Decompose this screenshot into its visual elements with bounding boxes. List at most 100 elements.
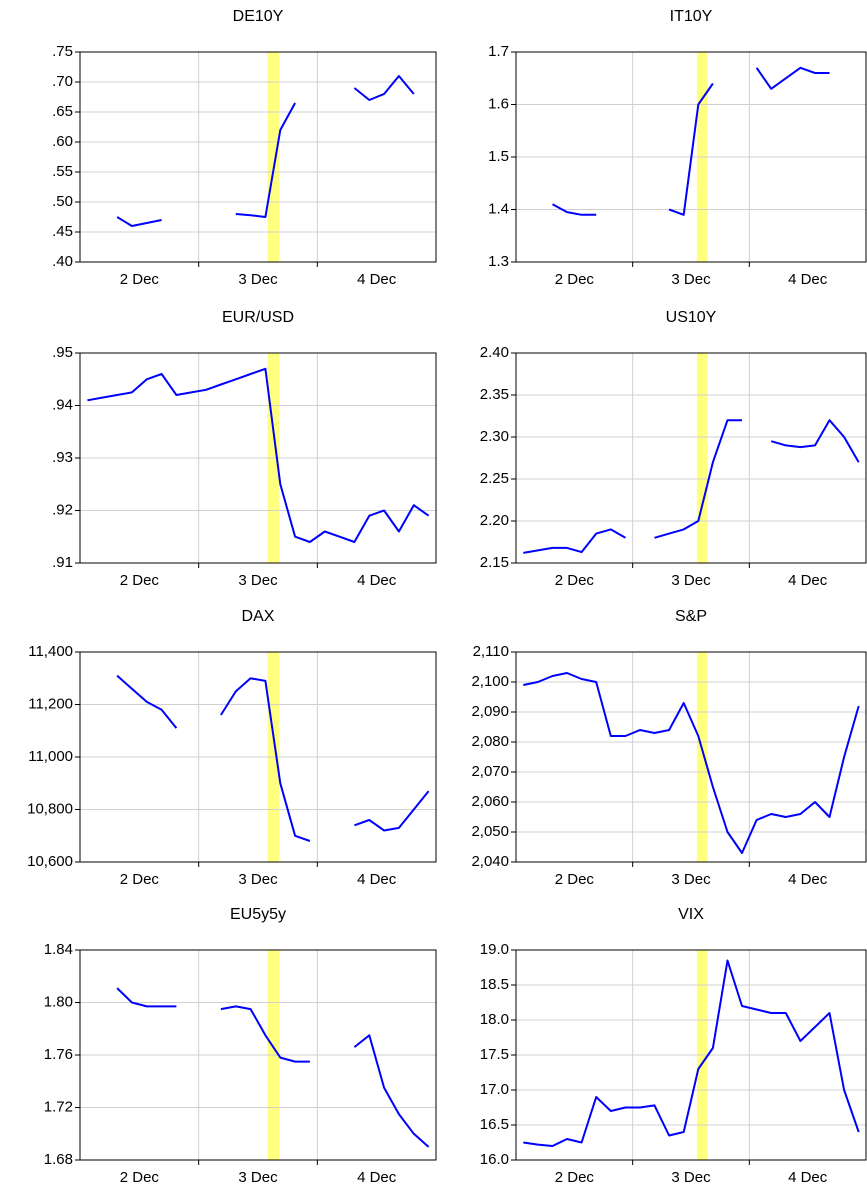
plot-frame [79,949,437,1161]
series-line [116,987,430,1148]
y-tick-label: 2.15 [480,554,509,571]
series-line [552,66,830,216]
y-tick-label: 2.40 [480,344,509,361]
y-tick-label: 1.7 [488,43,509,60]
series-line [87,367,430,543]
plot-frame [515,651,867,863]
x-tick-label: 2 Dec [120,271,160,288]
series-line [116,674,430,842]
y-tick-label: 1.4 [488,200,509,217]
y-tick-label: 2,060 [471,793,509,810]
y-tick-label: 2,050 [471,823,509,840]
series-line [523,672,860,854]
y-tick-label: 10,800 [27,800,73,817]
plot-frame [515,949,867,1161]
highlight-band [267,52,280,262]
y-tick-label: .65 [52,103,73,120]
chart-title: S&P [675,608,707,625]
chart-title: VIX [678,906,704,923]
chart-title: DE10Y [233,8,284,25]
y-tick-label: .50 [52,193,73,210]
y-tick-label: 2,080 [471,733,509,750]
series-line [523,419,860,554]
x-tick-label: 2 Dec [555,271,595,288]
y-tick-label: 1.72 [44,1098,73,1115]
x-tick-label: 4 Dec [357,1169,397,1186]
y-tick-label: .95 [52,344,73,361]
y-tick-label: 1.84 [44,941,73,958]
plot-frame [79,651,437,863]
y-tick-label: 1.68 [44,1151,73,1168]
y-tick-label: 11,200 [28,695,73,712]
x-tick-label: 2 Dec [120,871,160,888]
x-tick-label: 3 Dec [238,1169,278,1186]
x-tick-label: 3 Dec [238,871,278,888]
y-tick-label: .92 [52,501,73,518]
y-tick-label: 1.76 [44,1046,73,1063]
chart-title: DAX [242,608,275,625]
y-tick-label: 2,090 [471,703,509,720]
y-tick-label: 11,400 [28,643,73,660]
chart-title: US10Y [666,309,717,326]
x-tick-label: 2 Dec [120,1169,160,1186]
y-tick-label: .60 [52,133,73,150]
y-tick-label: .75 [52,43,73,60]
y-tick-label: 18.5 [480,976,509,993]
y-tick-label: 1.3 [488,253,509,270]
y-tick-label: .94 [52,396,73,413]
x-tick-label: 3 Dec [671,871,711,888]
y-tick-label: 16.5 [480,1116,509,1133]
y-tick-label: 18.0 [480,1011,509,1028]
y-tick-label: 2.20 [480,512,509,529]
x-tick-label: 2 Dec [120,572,160,589]
chart-title: IT10Y [670,8,713,25]
series-line [116,75,415,227]
y-tick-label: 10,600 [27,853,73,870]
highlight-band [696,353,708,563]
y-tick-label: 2.35 [480,386,509,403]
x-tick-label: 2 Dec [555,871,595,888]
series-line [523,959,860,1147]
x-tick-label: 3 Dec [671,271,711,288]
x-tick-label: 4 Dec [788,1169,828,1186]
y-tick-label: 19.0 [480,941,509,958]
x-tick-label: 4 Dec [357,572,397,589]
x-tick-label: 3 Dec [238,271,278,288]
y-tick-label: .45 [52,223,73,240]
x-tick-label: 2 Dec [555,1169,595,1186]
x-tick-label: 4 Dec [788,871,828,888]
x-tick-label: 4 Dec [788,271,828,288]
y-tick-label: 16.0 [480,1151,509,1168]
y-tick-label: 1.80 [44,993,73,1010]
x-tick-label: 4 Dec [357,271,397,288]
y-tick-label: 2,040 [471,853,509,870]
y-tick-label: .91 [52,554,73,571]
x-tick-label: 4 Dec [357,871,397,888]
plot-frame [515,51,867,263]
x-tick-label: 3 Dec [238,572,278,589]
y-tick-label: .55 [52,163,73,180]
x-tick-label: 3 Dec [671,1169,711,1186]
x-tick-label: 2 Dec [555,572,595,589]
y-tick-label: .70 [52,73,73,90]
y-tick-label: 2.30 [480,428,509,445]
plot-frame [515,352,867,564]
x-tick-label: 3 Dec [671,572,711,589]
chart-title: EU5y5y [230,906,286,923]
plot-frame [79,51,437,263]
plot-frame [79,352,437,564]
chart-title: EUR/USD [222,309,294,326]
y-tick-label: .93 [52,449,73,466]
y-tick-label: 17.5 [480,1046,509,1063]
y-tick-label: 11,000 [28,748,73,765]
y-tick-label: 17.0 [480,1081,509,1098]
y-tick-label: 1.6 [488,95,509,112]
y-tick-label: 2,070 [471,763,509,780]
y-tick-label: .40 [52,253,73,270]
y-tick-label: 2.25 [480,470,509,487]
highlight-band [696,652,708,862]
y-tick-label: 2,110 [473,643,509,660]
y-tick-label: 1.5 [488,148,509,165]
